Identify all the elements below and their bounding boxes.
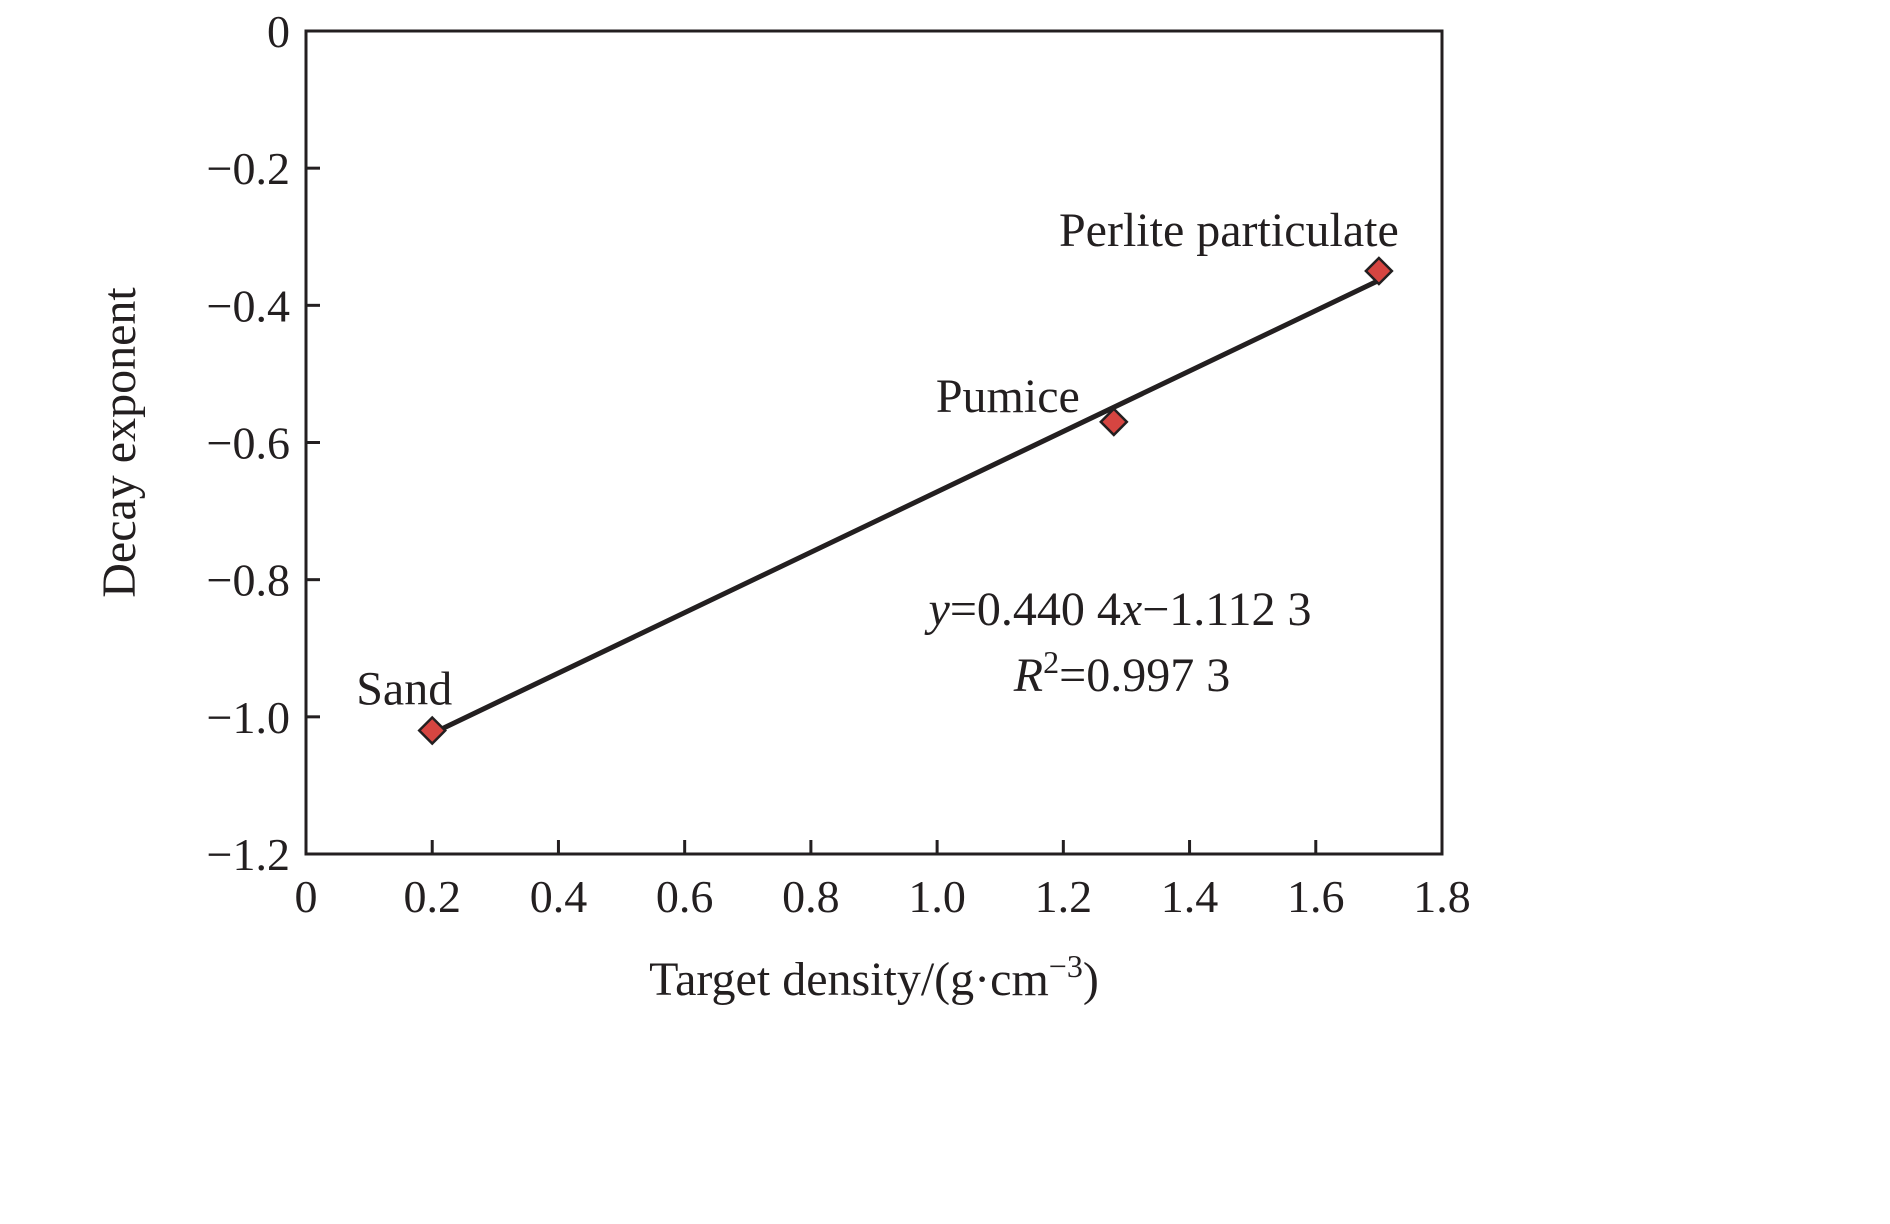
fit-equation: y=0.440 4x−1.112 3: [924, 583, 1312, 636]
axes: 0 0.2 0.4 0.6 0.8 1.0 1.2 1.4 1.6 1.8 0 −0.2 −0.4 −0.…: [207, 6, 1471, 922]
y-tick-label: −0.6: [207, 418, 290, 469]
y-tick-label: −0.4: [207, 280, 290, 331]
point-label: Pumice: [936, 370, 1080, 423]
x-tick-label: 1.8: [1413, 871, 1471, 922]
fit-line-layer: [429, 277, 1382, 736]
data-point: [1364, 256, 1394, 286]
plot-frame: [304, 29, 1444, 856]
data-point: [417, 715, 447, 746]
x-tick-label: 0.6: [656, 871, 714, 922]
eq-y: y: [924, 583, 951, 636]
x-tick-label: 1.0: [908, 871, 966, 922]
y-tick-label: −0.8: [207, 555, 290, 606]
point-label: Sand: [356, 663, 452, 716]
x-axis-title-sup: −3: [1049, 948, 1083, 984]
fit-line: [429, 277, 1382, 736]
r-value: =0.997 3: [1059, 649, 1230, 702]
data-points: [417, 256, 1394, 746]
chart: 0 0.2 0.4 0.6 0.8 1.0 1.2 1.4 1.6 1.8 0 −0.2 −0.4 −0.…: [93, 6, 1471, 1006]
eq-x: x: [1120, 583, 1142, 636]
x-tick-label: 0.2: [403, 871, 461, 922]
x-axis-title-main: Target density/(g·cm: [649, 953, 1049, 1006]
y-tick-label: −0.2: [207, 143, 290, 194]
x-axis-title: Target density/(g·cm−3): [649, 948, 1099, 1006]
r-sup: 2: [1043, 644, 1059, 680]
x-tick-label: 0: [295, 871, 318, 922]
y-axis-title: Decay exponent: [93, 287, 146, 598]
eq-a: =0.440 4: [950, 583, 1121, 636]
y-tick-label: −1.2: [207, 829, 290, 880]
point-label: Perlite particulate: [1059, 204, 1399, 257]
eq-b: −1.112 3: [1142, 583, 1311, 636]
r-symbol: R: [1013, 649, 1043, 702]
x-tick-label: 1.6: [1287, 871, 1345, 922]
x-tick-label: 0.4: [530, 871, 588, 922]
x-axis-title-close: ): [1083, 953, 1099, 1006]
x-tick-label: 0.8: [782, 871, 840, 922]
x-tick-label: 1.2: [1035, 871, 1093, 922]
point-labels: Sand Pumice Perlite particulate: [356, 204, 1399, 716]
data-point: [1099, 407, 1129, 437]
y-tick-label: 0: [267, 6, 290, 57]
y-tick-label: −1.0: [207, 692, 290, 743]
r-squared: R2=0.997 3: [1013, 644, 1230, 702]
x-tick-label: 1.4: [1161, 871, 1219, 922]
